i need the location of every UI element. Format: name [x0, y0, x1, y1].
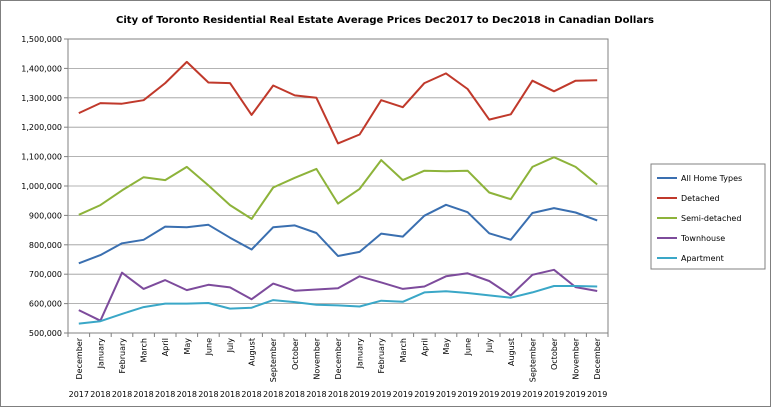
- x-tick-label: January: [96, 338, 105, 370]
- y-tick-label: 1,000,000: [21, 182, 62, 191]
- x-year-label: 2018: [198, 390, 218, 399]
- x-tick-label: March: [140, 338, 149, 362]
- x-year-label: 2019: [371, 390, 391, 399]
- y-tick-label: 1,500,000: [21, 35, 62, 44]
- series-line-townhouse: [78, 268, 598, 322]
- x-year-label: 2018: [220, 390, 240, 399]
- x-tick-label: November: [572, 337, 581, 379]
- x-tick-label: December: [334, 337, 343, 379]
- y-tick-label: 1,400,000: [21, 64, 62, 73]
- legend: All Home Types Detached Semi-detached Townh…: [650, 163, 766, 270]
- y-tick-label: 1,300,000: [21, 94, 62, 103]
- x-year-label: 2018: [90, 390, 110, 399]
- x-year-label: 2018: [328, 390, 348, 399]
- x-year-label: 2018: [112, 390, 132, 399]
- series-line-apartment: [78, 285, 598, 325]
- x-tick-label: September: [269, 337, 278, 382]
- x-year-label: 2019: [457, 390, 477, 399]
- x-year-label: 2018: [177, 390, 197, 399]
- x-year-label: 2018: [155, 390, 175, 399]
- x-tick-label: July: [226, 338, 235, 354]
- x-axis: December 2017 January 2018 February 2018 March…: [67, 333, 609, 399]
- legend-label: Semi-detached: [681, 214, 741, 223]
- x-year-label: 2018: [285, 390, 305, 399]
- legend-label: All Home Types: [681, 174, 742, 183]
- x-year-label: 2018: [306, 390, 326, 399]
- x-tick-label: August: [507, 338, 516, 366]
- x-tick-label: June: [204, 338, 213, 357]
- x-year-label: 2019: [544, 390, 564, 399]
- y-tick-label: 1,200,000: [21, 123, 62, 132]
- x-tick-label: February: [118, 338, 127, 374]
- x-year-label: 2019: [501, 390, 521, 399]
- x-year-label: 2019: [414, 390, 434, 399]
- x-tick-label: January: [356, 338, 365, 370]
- x-tick-label: August: [248, 338, 257, 366]
- x-tick-label: July: [485, 338, 494, 354]
- x-year-label: 2019: [393, 390, 413, 399]
- x-year-label: 2019: [587, 390, 607, 399]
- series-line-all-home-types: [78, 203, 598, 265]
- x-year-label: 2019: [479, 390, 499, 399]
- legend-label: Townhouse: [680, 234, 725, 243]
- x-tick-label: February: [377, 338, 386, 374]
- chart-title: City of Toronto Residential Real Estate …: [116, 15, 654, 26]
- legend-label: Apartment: [681, 254, 724, 263]
- gridlines: [68, 68, 608, 305]
- y-tick-label: 500,000: [29, 329, 62, 338]
- x-year-label: 2019: [436, 390, 456, 399]
- x-year-label: 2018: [263, 390, 283, 399]
- x-tick-label: December: [75, 337, 84, 379]
- series-lines: [78, 60, 598, 325]
- y-axis: 500,000 600,000 700,000 800,000 900,000 1,000…: [21, 35, 68, 338]
- x-tick-label: June: [464, 338, 473, 357]
- y-tick-label: 700,000: [29, 270, 62, 279]
- y-tick-label: 800,000: [29, 241, 62, 250]
- x-tick-label: May: [183, 338, 192, 355]
- legend-box: [650, 163, 766, 270]
- series-line-detached: [78, 60, 598, 145]
- x-tick-label: September: [528, 337, 537, 382]
- x-year-label: 2019: [349, 390, 369, 399]
- x-tick-label: March: [399, 338, 408, 362]
- x-year-label: 2018: [241, 390, 261, 399]
- series-line-semi-detached: [78, 156, 598, 220]
- legend-label: Detached: [681, 194, 720, 203]
- x-tick-label: October: [550, 337, 559, 370]
- x-year-label: 2018: [133, 390, 153, 399]
- x-tick-label: October: [291, 337, 300, 370]
- x-year-label: 2019: [522, 390, 542, 399]
- x-tick-label: April: [161, 338, 170, 356]
- x-tick-label: May: [442, 338, 451, 355]
- y-tick-label: 1,100,000: [21, 153, 62, 162]
- x-tick-label: December: [593, 337, 602, 379]
- x-tick-label: November: [312, 337, 321, 379]
- x-year-label: 2019: [565, 390, 585, 399]
- y-tick-label: 600,000: [29, 300, 62, 309]
- x-year-label: 2017: [69, 390, 89, 399]
- y-tick-label: 900,000: [29, 211, 62, 220]
- x-tick-label: April: [420, 338, 429, 356]
